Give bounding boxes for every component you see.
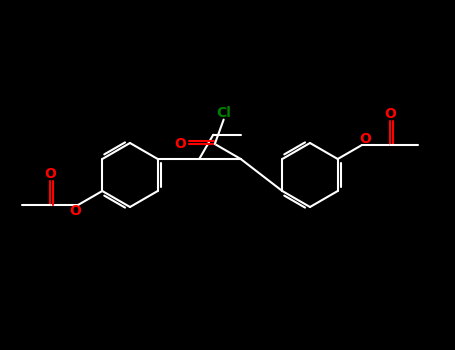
Text: Cl: Cl	[216, 106, 231, 120]
Text: O: O	[384, 107, 396, 121]
Text: O: O	[69, 204, 81, 218]
Text: O: O	[44, 167, 56, 181]
Text: O: O	[359, 132, 371, 146]
Text: O: O	[174, 137, 186, 151]
